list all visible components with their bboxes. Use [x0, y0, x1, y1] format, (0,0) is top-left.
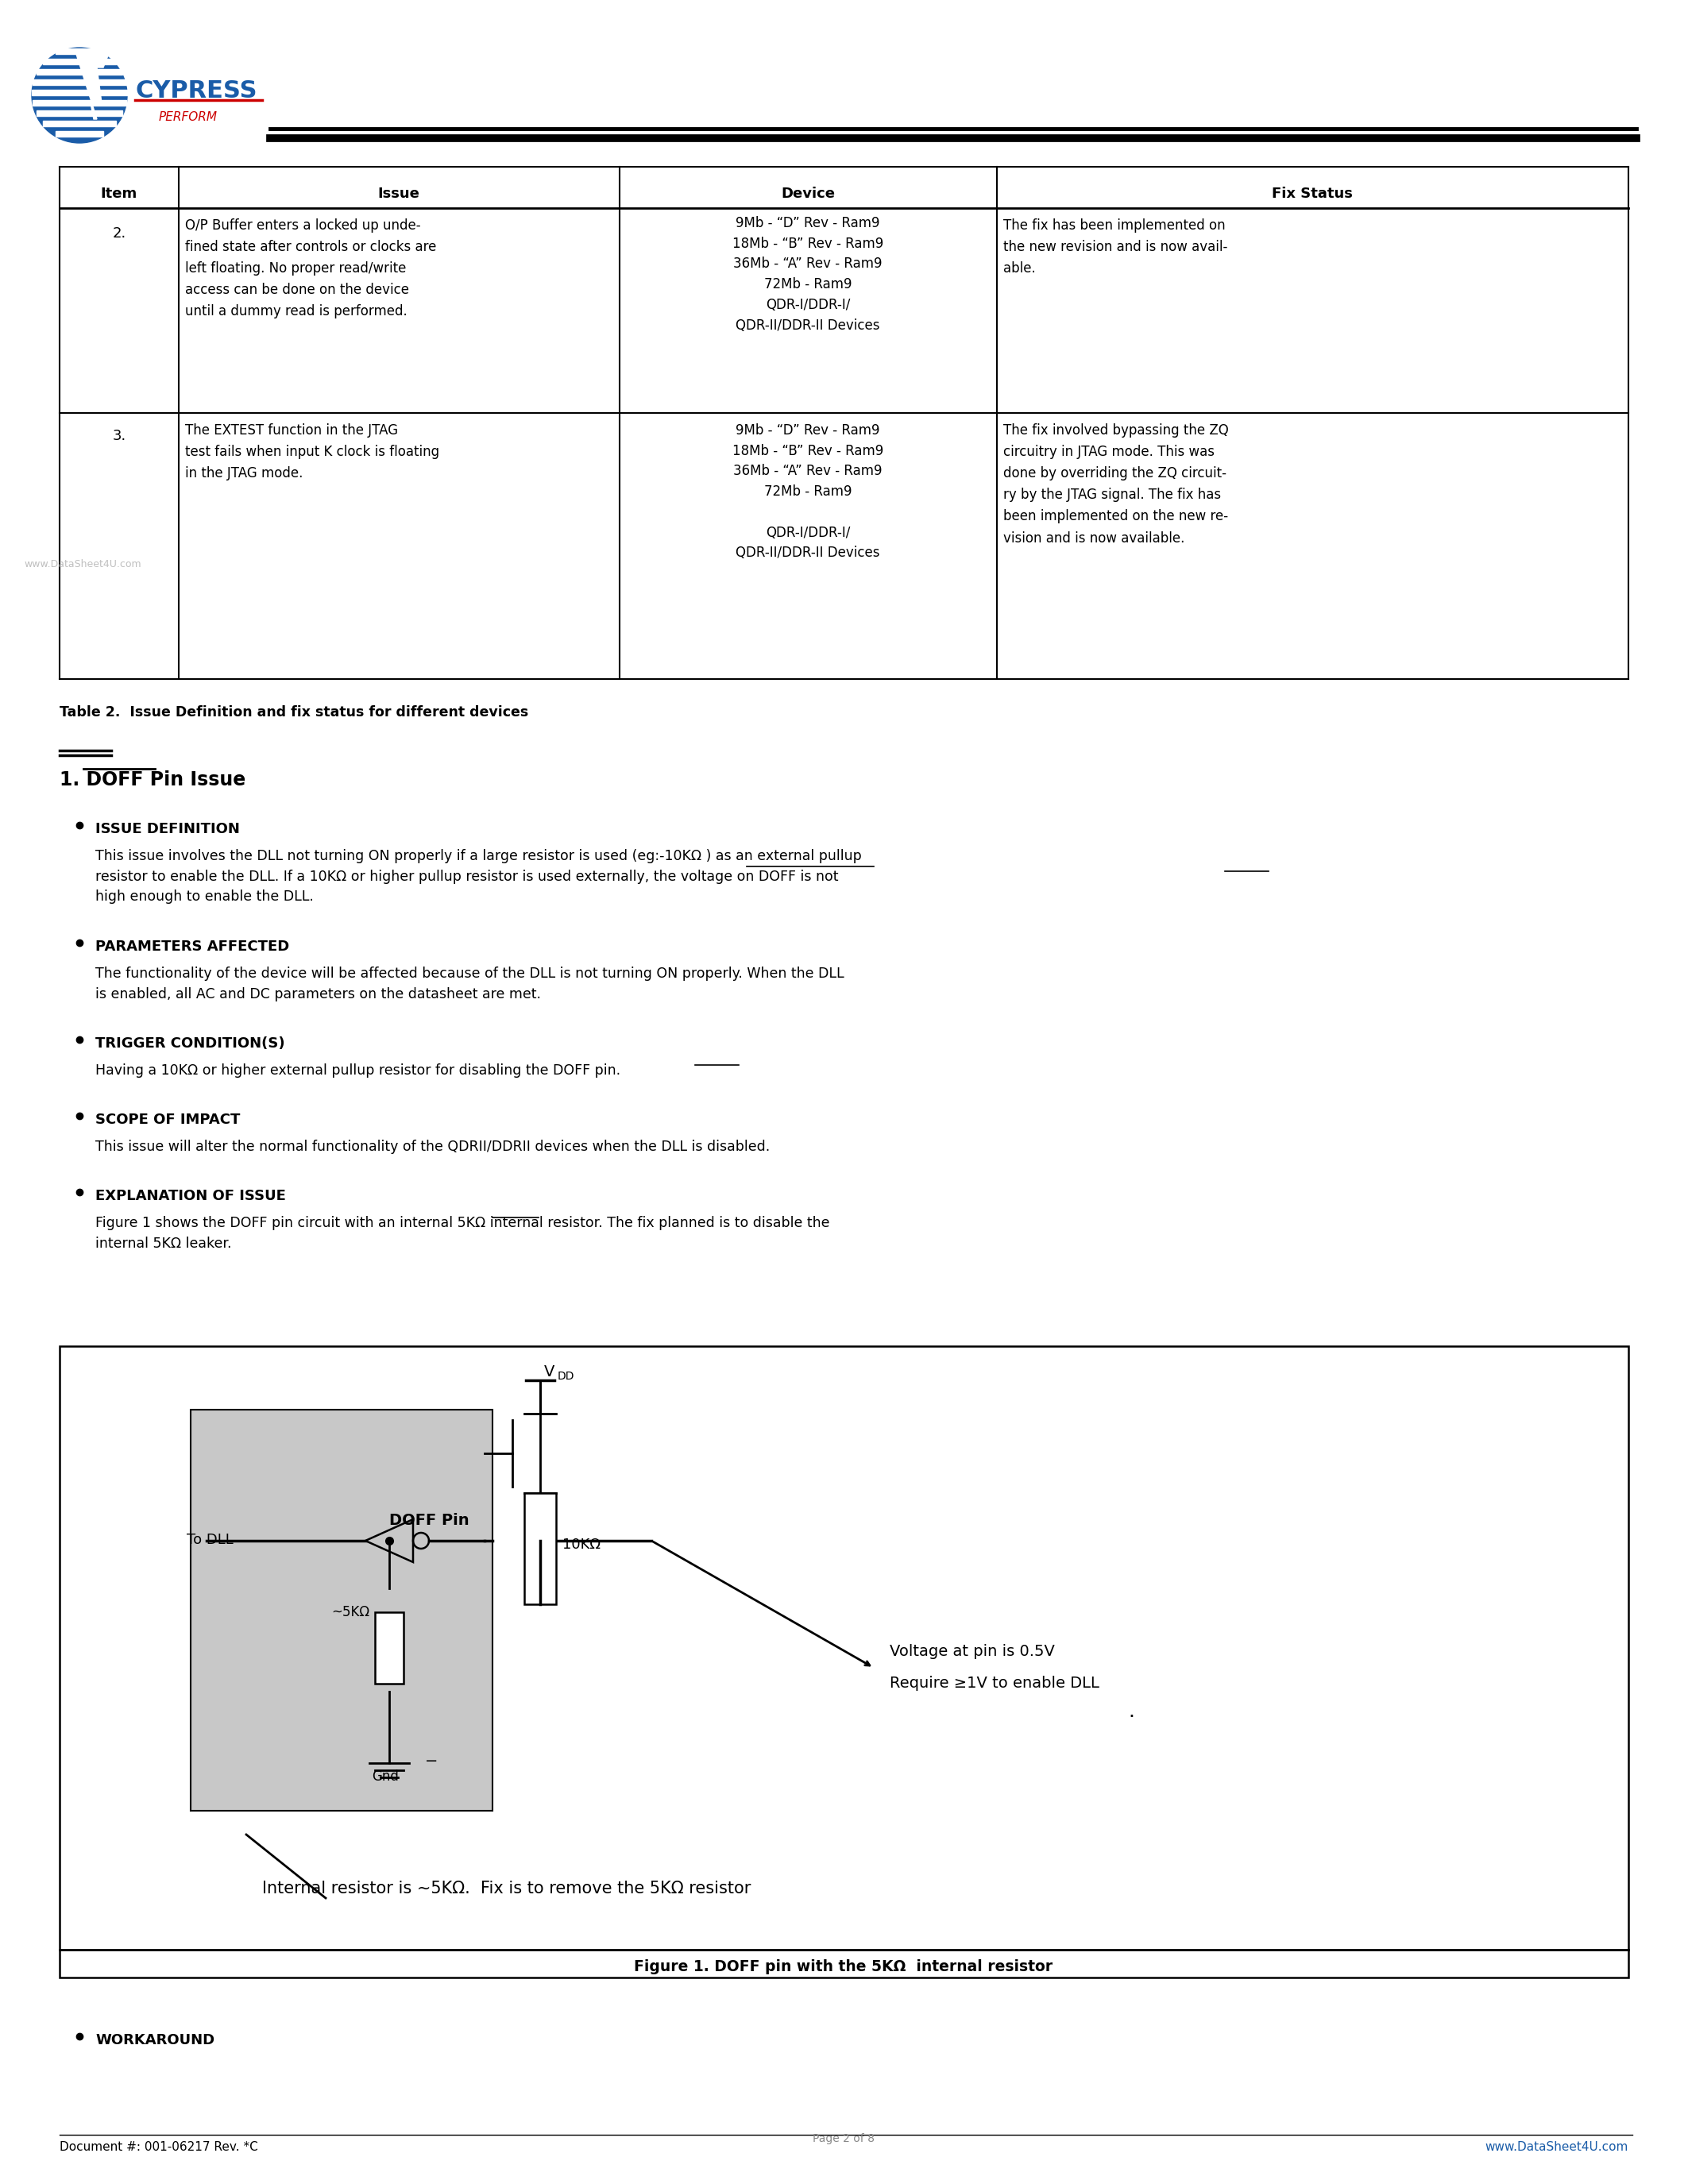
Bar	[32, 90, 127, 96]
Text: PERFORM: PERFORM	[159, 111, 218, 122]
Bar	[525, 1494, 555, 1605]
Text: 9Mb - “D” Rev - Ram9
18Mb - “B” Rev - Ram9
36Mb - “A” Rev - Ram9
72Mb - Ram9
QDR: 9Mb - “D” Rev - Ram9 18Mb - “B” Rev - Ra…	[733, 216, 883, 332]
Text: SCOPE OF IMPACT: SCOPE OF IMPACT	[95, 1112, 240, 1127]
Text: The EXTEST function in the JTAG
test fails when input K clock is floating
in the: The EXTEST function in the JTAG test fai…	[186, 424, 439, 480]
Text: This issue involves the DLL not turning ON properly if a large resistor is used : This issue involves the DLL not turning …	[95, 850, 861, 904]
Text: WORKAROUND: WORKAROUND	[95, 2033, 214, 2046]
Text: 2.: 2.	[113, 227, 127, 240]
Text: To DLL: To DLL	[187, 1533, 233, 1546]
Polygon shape	[76, 52, 110, 120]
Bar	[32, 100, 127, 105]
Bar	[37, 70, 123, 74]
Bar	[56, 131, 103, 138]
Bar	[37, 111, 123, 116]
Bar	[191, 1409, 493, 1811]
Text: CYPRESS: CYPRESS	[135, 79, 257, 103]
Text: Internal resistor is ~5KΩ.  Fix is to remove the 5KΩ resistor: Internal resistor is ~5KΩ. Fix is to rem…	[262, 1880, 751, 1896]
Text: Issue: Issue	[378, 186, 420, 201]
Text: −: −	[425, 1754, 437, 1769]
Text: 9Mb - “D” Rev - Ram9
18Mb - “B” Rev - Ram9
36Mb - “A” Rev - Ram9
72Mb - Ram9

QD: 9Mb - “D” Rev - Ram9 18Mb - “B” Rev - Ra…	[733, 424, 883, 559]
Text: EXPLANATION OF ISSUE: EXPLANATION OF ISSUE	[95, 1188, 285, 1203]
Text: The functionality of the device will be affected because of the DLL is not turni: The functionality of the device will be …	[95, 968, 844, 1000]
Text: Device: Device	[782, 186, 836, 201]
Text: Table 2.  Issue Definition and fix status for different devices: Table 2. Issue Definition and fix status…	[59, 705, 528, 719]
Circle shape	[32, 48, 127, 142]
Bar	[44, 59, 116, 63]
Text: 3.: 3.	[113, 428, 127, 443]
Text: Figure 1 shows the DOFF pin circuit with an internal 5KΩ internal resistor. The : Figure 1 shows the DOFF pin circuit with…	[95, 1216, 830, 1251]
Text: Voltage at pin is 0.5V: Voltage at pin is 0.5V	[890, 1645, 1055, 1660]
Text: DD: DD	[557, 1372, 574, 1382]
Text: www.DataSheet4U.com: www.DataSheet4U.com	[1485, 2140, 1629, 2153]
Bar	[44, 120, 116, 127]
Bar	[56, 48, 103, 55]
Text: This issue will alter the normal functionality of the QDRII/DDRII devices when t: This issue will alter the normal functio…	[95, 1140, 770, 1153]
Bar	[32, 79, 127, 85]
Text: www.DataSheet4U.com: www.DataSheet4U.com	[24, 559, 142, 570]
Text: Fix Status: Fix Status	[1271, 186, 1352, 201]
Text: Document #: 001-06217 Rev. *C: Document #: 001-06217 Rev. *C	[59, 2140, 258, 2153]
Bar	[59, 1345, 1629, 1977]
Text: O/P Buffer enters a locked up unde-
fined state after controls or clocks are
lef: O/P Buffer enters a locked up unde- fine…	[186, 218, 437, 319]
Text: Item: Item	[101, 186, 137, 201]
Text: The fix involved bypassing the ZQ
circuitry in JTAG mode. This was
done by overr: The fix involved bypassing the ZQ circui…	[1003, 424, 1229, 546]
Text: 10KΩ: 10KΩ	[562, 1538, 601, 1553]
Text: Having a 10KΩ or higher external pullup resistor for disabling the DOFF pin.: Having a 10KΩ or higher external pullup …	[95, 1064, 621, 1077]
Text: .: .	[1128, 1701, 1134, 1721]
Text: ISSUE DEFINITION: ISSUE DEFINITION	[95, 821, 240, 836]
Text: ~5KΩ: ~5KΩ	[331, 1605, 370, 1618]
Text: DOFF Pin: DOFF Pin	[390, 1514, 469, 1529]
Text: TRIGGER CONDITION(S): TRIGGER CONDITION(S)	[95, 1037, 285, 1051]
Text: 1. DOFF Pin Issue: 1. DOFF Pin Issue	[59, 771, 246, 788]
Text: The fix has been implemented on
the new revision and is now avail-
able.: The fix has been implemented on the new …	[1003, 218, 1227, 275]
Text: Page 2 of 8: Page 2 of 8	[812, 2134, 874, 2145]
Bar	[375, 1612, 403, 1684]
Text: V: V	[544, 1365, 555, 1380]
Text: Figure 1. DOFF pin with the 5KΩ  internal resistor: Figure 1. DOFF pin with the 5KΩ internal…	[635, 1959, 1053, 1974]
Text: Gnd: Gnd	[371, 1769, 398, 1784]
Text: Require ≥1V to enable DLL: Require ≥1V to enable DLL	[890, 1675, 1099, 1690]
Text: PARAMETERS AFFECTED: PARAMETERS AFFECTED	[95, 939, 289, 954]
